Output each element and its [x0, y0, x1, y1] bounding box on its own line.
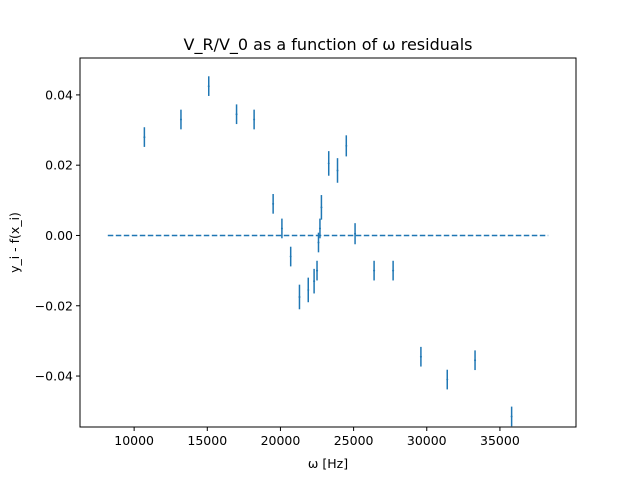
- data-point: [446, 378, 449, 381]
- x-tick-label: 30000: [407, 433, 447, 448]
- data-point: [280, 227, 283, 230]
- chart-title: V_R/V_0 as a function of ω residuals: [184, 35, 473, 55]
- data-point: [313, 280, 316, 283]
- data-point: [317, 241, 320, 244]
- data-point: [510, 415, 513, 418]
- plot-area: 10000 15000 20000 25000 30000 35000 0.04 0.02 0.…: [35, 76, 549, 448]
- x-tick-label: 10000: [114, 433, 154, 448]
- data-point: [373, 269, 376, 272]
- data-point: [327, 162, 330, 165]
- data-point: [298, 295, 301, 298]
- data-point: [235, 113, 238, 116]
- y-axis-label: y_i - f(x_i): [7, 212, 22, 273]
- data-point: [320, 206, 323, 209]
- data-point: [316, 269, 319, 272]
- y-tick-label: 0.00: [45, 228, 73, 243]
- x-tick-label: 20000: [261, 433, 301, 448]
- axes-frame: [79, 57, 577, 428]
- data-point: [307, 288, 310, 291]
- data-point: [474, 359, 477, 362]
- x-tick-label: 25000: [334, 433, 374, 448]
- data-point: [419, 355, 422, 358]
- data-point: [272, 202, 275, 205]
- y-tick-label: −0.02: [35, 298, 73, 313]
- data-point: [392, 269, 395, 272]
- x-tick-label: 35000: [480, 433, 520, 448]
- data-point: [318, 227, 321, 230]
- y-tick-label: −0.04: [35, 369, 73, 384]
- x-axis-label: ω [Hz]: [308, 456, 348, 471]
- data-point: [354, 232, 357, 235]
- data-point: [179, 118, 182, 121]
- x-tick-label: 15000: [187, 433, 227, 448]
- data-point: [253, 118, 256, 121]
- data-point: [289, 255, 292, 258]
- data-point: [143, 136, 146, 139]
- data-point: [207, 85, 210, 88]
- data-point: [345, 144, 348, 147]
- y-tick-label: 0.02: [45, 158, 73, 173]
- data-point: [336, 169, 339, 172]
- y-tick-label: 0.04: [45, 87, 73, 102]
